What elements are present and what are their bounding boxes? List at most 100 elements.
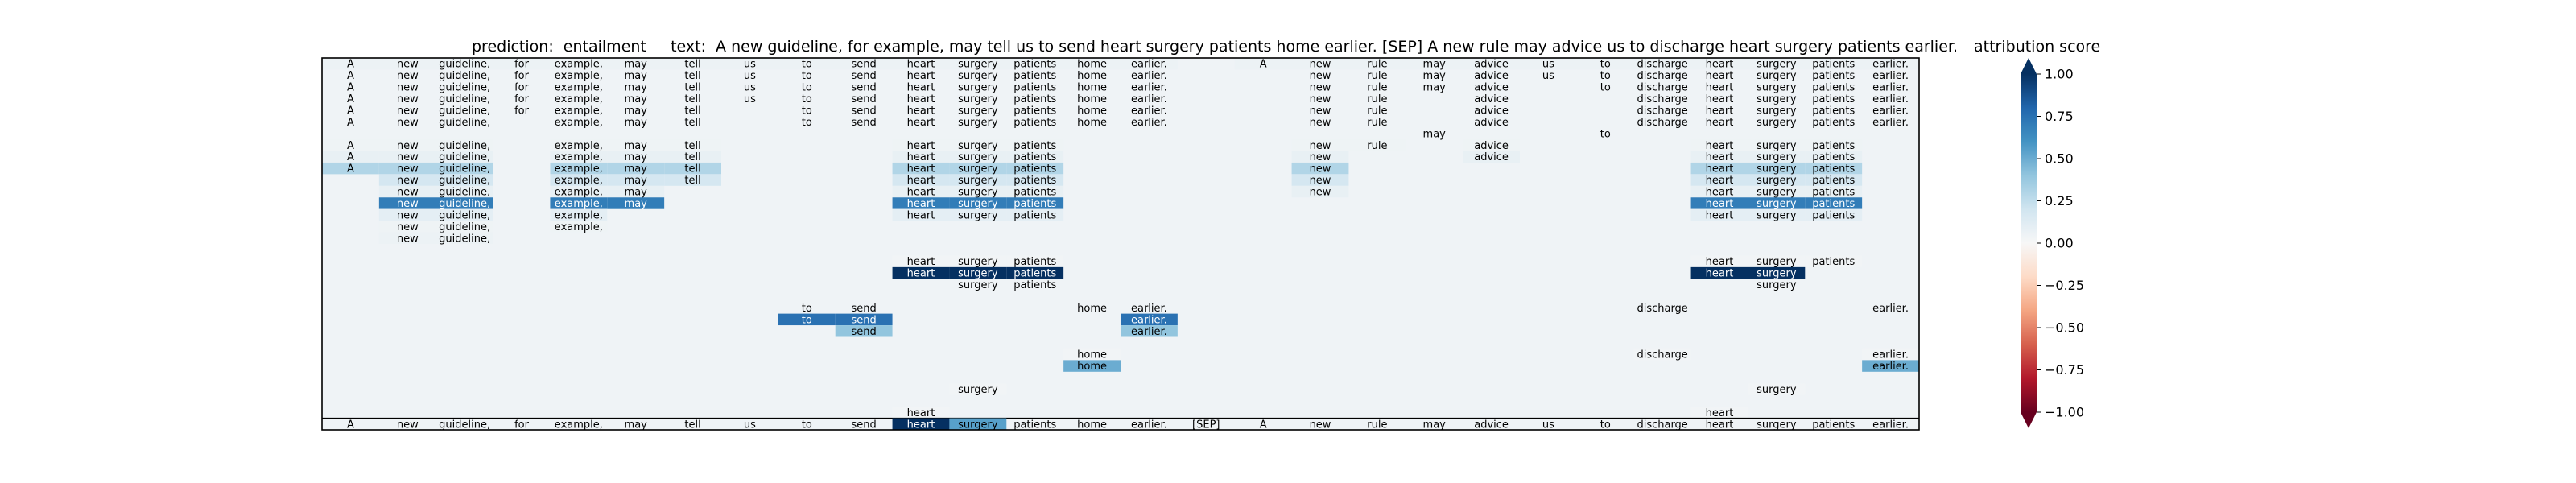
heatmap-cell xyxy=(1063,69,1121,81)
heatmap-cell xyxy=(607,185,665,198)
chart-title: prediction: entailment text: A new guide… xyxy=(472,38,1959,56)
token-label: rule xyxy=(1367,59,1387,71)
heatmap-cell xyxy=(322,58,379,70)
token-label: guideline, xyxy=(439,233,490,245)
heatmap-cell xyxy=(1805,151,1863,163)
token-label: new xyxy=(1310,105,1331,117)
heatmap-cell xyxy=(378,208,436,221)
token-label: to xyxy=(802,93,812,105)
token-label: heart xyxy=(1706,140,1734,152)
heatmap-cell xyxy=(1063,360,1121,372)
heatmap-cell xyxy=(1121,116,1178,128)
token-label: new xyxy=(1310,82,1331,94)
token-label: us xyxy=(1542,59,1554,71)
heatmap-cell xyxy=(1006,139,1064,151)
heatmap-cell xyxy=(1006,93,1064,105)
token-label: may xyxy=(1423,59,1447,71)
heatmap-cell xyxy=(949,104,1007,117)
heatmap-cell xyxy=(1805,80,1863,93)
token-label: earlier. xyxy=(1131,314,1167,326)
heatmap-cell xyxy=(835,58,893,70)
colorbar-tick-label: 1.00 xyxy=(2045,67,2074,82)
heatmap-cell xyxy=(1463,116,1520,128)
token-label: A xyxy=(1260,59,1267,71)
token-label: guideline, xyxy=(439,70,490,82)
token-label: may xyxy=(625,59,648,71)
token-label: us xyxy=(744,82,756,94)
token-label: patients xyxy=(1812,187,1855,199)
heatmap-cell xyxy=(1748,185,1806,198)
token-label: surgery xyxy=(958,279,998,291)
colorbar-tick-label: 0.25 xyxy=(2045,193,2074,208)
token-label: example, xyxy=(555,163,603,175)
token-label: guideline, xyxy=(439,163,490,175)
heatmap-cell xyxy=(778,69,836,81)
heatmap-cell xyxy=(1748,266,1806,279)
heatmap-cell xyxy=(1063,348,1121,361)
token-label: send xyxy=(852,117,877,129)
heatmap-cell xyxy=(835,313,893,326)
heatmap-cell xyxy=(1748,104,1806,117)
token-label: new xyxy=(1310,419,1331,431)
heatmap-cell xyxy=(949,418,1007,430)
token-label: heart xyxy=(907,198,935,210)
heatmap-cell xyxy=(1006,162,1064,175)
token-label: us xyxy=(1542,70,1554,82)
token-label: guideline, xyxy=(439,175,490,187)
heatmap-cell xyxy=(778,58,836,70)
token-label: heart xyxy=(907,70,935,82)
token-label: advice xyxy=(1474,70,1509,82)
heatmap-cell xyxy=(378,174,436,186)
heatmap-cell xyxy=(493,69,551,81)
token-label: earlier. xyxy=(1872,93,1909,105)
token-label: home xyxy=(1077,419,1107,431)
heatmap-cell xyxy=(1291,93,1349,105)
heatmap-cell xyxy=(892,58,950,70)
heatmap-cell xyxy=(1348,80,1406,93)
token-label: for xyxy=(514,70,530,82)
token-label: new xyxy=(397,82,419,94)
token-label: to xyxy=(1600,70,1611,82)
token-label: new xyxy=(397,70,419,82)
token-label: send xyxy=(852,303,877,315)
token-label: patients xyxy=(1812,151,1855,163)
heatmap-cell xyxy=(1862,348,1919,361)
token-label: surgery xyxy=(1757,70,1797,82)
token-label: guideline, xyxy=(439,187,490,199)
heatmap-cell xyxy=(436,116,493,128)
heatmap-cell xyxy=(1063,80,1121,93)
token-label: guideline, xyxy=(439,93,490,105)
token-label: A xyxy=(347,70,354,82)
token-label: may xyxy=(625,163,648,175)
heatmap-cell xyxy=(1633,93,1691,105)
token-label: example, xyxy=(555,151,603,163)
heatmap-cell xyxy=(550,174,608,186)
heatmap-cell xyxy=(1805,58,1863,70)
heatmap-cell xyxy=(378,232,436,244)
heatmap-cell xyxy=(835,93,893,105)
token-label: earlier. xyxy=(1131,70,1167,82)
token-label: heart xyxy=(907,163,935,175)
heatmap-cell xyxy=(1805,93,1863,105)
token-label: tell xyxy=(684,163,700,175)
heatmap-cell xyxy=(949,80,1007,93)
heatmap-cell xyxy=(436,139,493,151)
heatmap-cell xyxy=(1291,139,1349,151)
token-label: advice xyxy=(1474,117,1509,129)
token-label: heart xyxy=(907,105,935,117)
heatmap-cell xyxy=(607,116,665,128)
colorbar-tick-label: 0.75 xyxy=(2045,109,2074,124)
token-label: surgery xyxy=(1757,268,1797,280)
token-label: heart xyxy=(907,59,935,71)
token-label: patients xyxy=(1812,105,1855,117)
token-label: surgery xyxy=(1757,151,1797,163)
token-label: surgery xyxy=(958,59,998,71)
heatmap-cell xyxy=(1006,116,1064,128)
token-label: guideline, xyxy=(439,105,490,117)
token-label: may xyxy=(1423,419,1447,431)
token-label: heart xyxy=(1706,59,1734,71)
heatmap-cell xyxy=(1690,116,1748,128)
heatmap-cell xyxy=(322,139,379,151)
heatmap-cell xyxy=(1862,360,1919,372)
token-label: surgery xyxy=(1757,419,1797,431)
